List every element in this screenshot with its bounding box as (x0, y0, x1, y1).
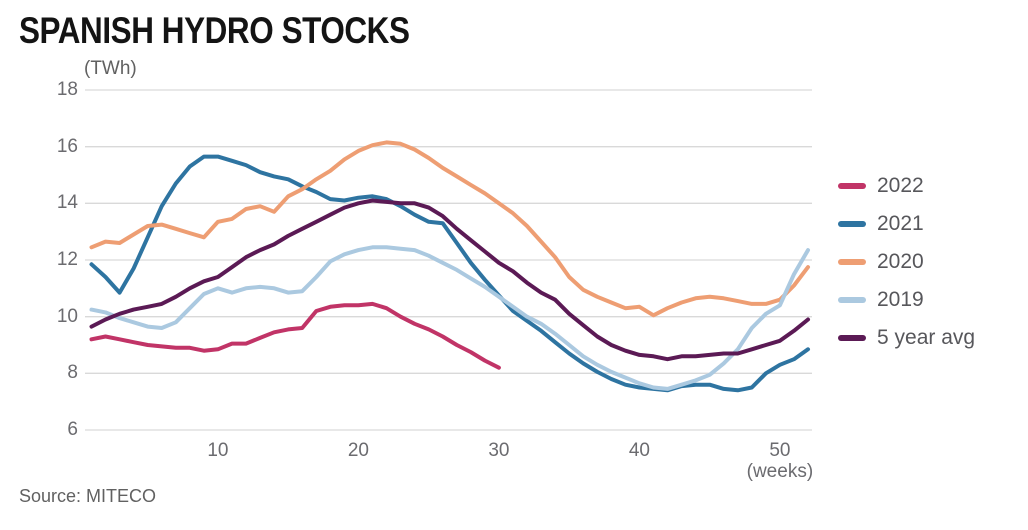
legend-swatch-icon (838, 259, 866, 265)
y-tick-label-8: 8 (67, 362, 78, 384)
legend-swatch-icon (838, 183, 866, 189)
series-line-2020 (89, 140, 810, 318)
legend-swatch-icon (838, 221, 866, 227)
legend-swatch-icon (838, 297, 866, 303)
legend-item-2019: 2019 (838, 281, 975, 319)
y-tick-label-10: 10 (56, 305, 78, 327)
x-tick-label-30: 30 (488, 440, 510, 461)
legend-label: 2020 (877, 250, 924, 273)
y-tick-label-6: 6 (67, 419, 78, 440)
legend-item-5-year-avg: 5 year avg (838, 319, 975, 357)
series-line-2022 (89, 301, 501, 370)
legend-label: 2021 (877, 212, 924, 235)
series-line-2019 (89, 245, 810, 391)
y-tick-label-12: 12 (56, 249, 78, 270)
y-tick-label-16: 16 (56, 135, 78, 157)
legend-label: 2019 (877, 288, 924, 311)
x-axis-unit-label: (weeks) (746, 461, 814, 482)
legend-item-2020: 2020 (838, 243, 975, 281)
x-tick-label-10: 10 (207, 440, 229, 461)
series-line-2021 (89, 154, 810, 393)
legend-item-2021: 2021 (838, 205, 975, 243)
series-line-5-year-avg (89, 198, 810, 362)
legend-label: 5 year avg (877, 326, 976, 349)
x-tick-label-50: 50 (769, 440, 791, 461)
y-axis-unit-label: (TWh) (84, 58, 137, 79)
legend-label: 2022 (877, 174, 924, 197)
legend-swatch-icon (838, 335, 866, 341)
source-caption: Source: MITECO (19, 486, 157, 506)
chart-title: SPANISH HYDRO STOCKS (19, 10, 410, 51)
chart-legend: 2022 2021 2020 2019 5 year avg (838, 167, 975, 357)
y-tick-label-18: 18 (56, 79, 78, 100)
x-tick-label-20: 20 (347, 440, 369, 461)
y-tick-label-14: 14 (56, 192, 78, 214)
legend-item-2022: 2022 (838, 167, 975, 205)
x-tick-label-40: 40 (628, 440, 650, 461)
